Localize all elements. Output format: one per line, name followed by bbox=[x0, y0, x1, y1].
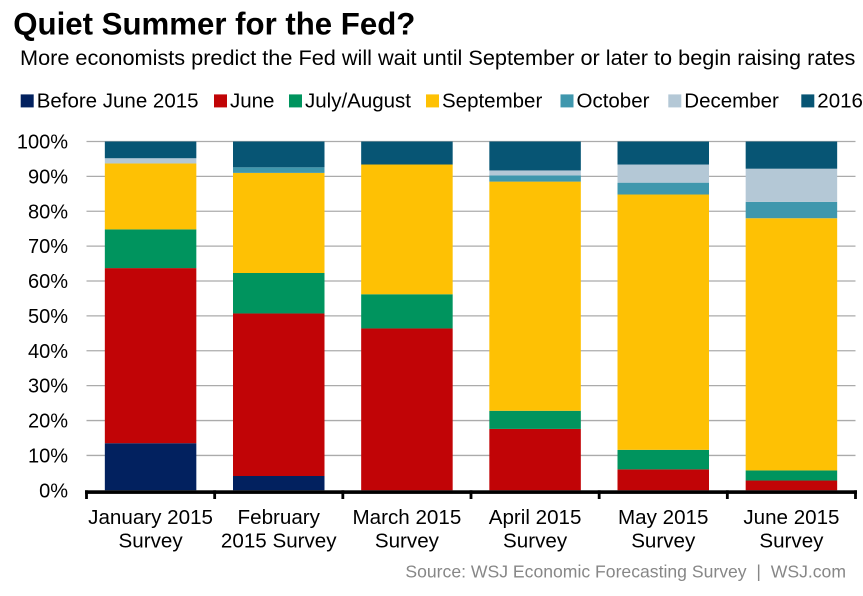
svg-text:January 2015: January 2015 bbox=[88, 506, 213, 529]
svg-text:Source: WSJ Economic Forecasti: Source: WSJ Economic Forecasting Survey … bbox=[405, 562, 846, 582]
svg-text:May 2015: May 2015 bbox=[618, 506, 708, 529]
svg-text:July/August: July/August bbox=[305, 90, 411, 113]
svg-text:April 2015: April 2015 bbox=[489, 506, 582, 529]
svg-text:40%: 40% bbox=[28, 341, 68, 363]
svg-text:10%: 10% bbox=[28, 445, 68, 467]
svg-text:June: June bbox=[230, 90, 274, 113]
svg-text:Before June 2015: Before June 2015 bbox=[37, 90, 199, 113]
svg-text:Survey: Survey bbox=[375, 529, 440, 552]
svg-text:March 2015: March 2015 bbox=[353, 506, 462, 529]
svg-text:December: December bbox=[684, 90, 779, 113]
svg-text:70%: 70% bbox=[28, 236, 68, 258]
svg-text:February: February bbox=[238, 506, 321, 529]
svg-text:90%: 90% bbox=[28, 166, 68, 188]
svg-text:80%: 80% bbox=[28, 201, 68, 223]
svg-text:Survey: Survey bbox=[503, 529, 568, 552]
svg-text:Survey: Survey bbox=[631, 529, 696, 552]
svg-text:More economists predict the Fe: More economists predict the Fed will wai… bbox=[20, 45, 856, 70]
svg-text:2015 Survey: 2015 Survey bbox=[221, 529, 337, 552]
svg-text:Quiet Summer for the Fed?: Quiet Summer for the Fed? bbox=[13, 6, 415, 41]
svg-text:20%: 20% bbox=[28, 411, 68, 433]
svg-text:100%: 100% bbox=[17, 132, 68, 154]
svg-text:September: September bbox=[442, 90, 542, 113]
svg-text:June 2015: June 2015 bbox=[743, 506, 839, 529]
svg-text:Survey: Survey bbox=[759, 529, 824, 552]
svg-text:60%: 60% bbox=[28, 271, 68, 293]
svg-text:October: October bbox=[577, 90, 650, 113]
svg-text:Survey: Survey bbox=[119, 529, 184, 552]
svg-text:0%: 0% bbox=[39, 480, 68, 502]
svg-text:30%: 30% bbox=[28, 376, 68, 398]
svg-text:2016: 2016 bbox=[817, 90, 863, 113]
svg-text:50%: 50% bbox=[28, 306, 68, 328]
